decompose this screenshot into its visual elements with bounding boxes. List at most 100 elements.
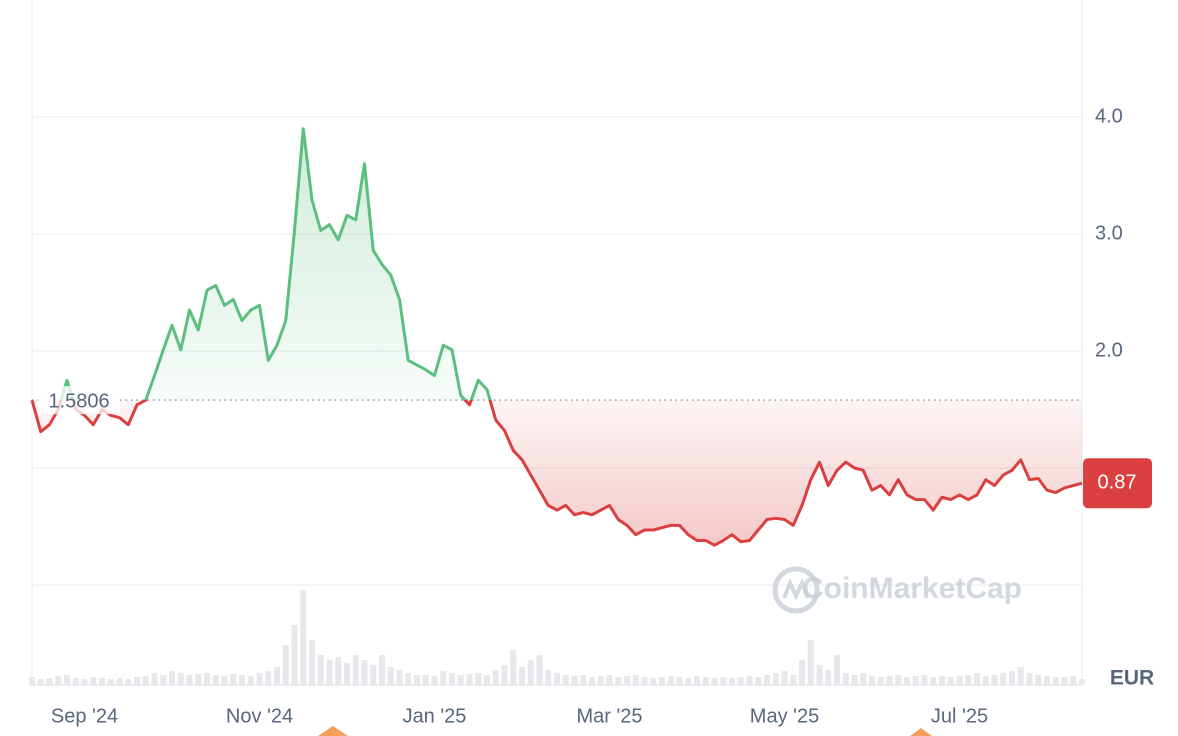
x-tick-label: Jul '25 [931,705,988,727]
volume-bar [790,675,797,685]
volume-bar [676,677,683,685]
volume-bar [921,675,928,685]
volume-bar [597,676,604,685]
volume-bar [772,673,779,685]
volume-bar [519,667,525,685]
volume-bar [965,675,972,685]
volume-bar [291,625,298,685]
volume-bar [781,671,788,685]
volume-bar [431,676,438,685]
volume-bar [982,676,989,685]
volume-bar [230,674,237,685]
x-tick-label: Sep '24 [51,705,118,727]
volume-bar [527,660,534,685]
volume-bar [64,675,70,685]
volume-bar [1009,671,1015,685]
volume-bar [186,675,193,685]
volume-bar [589,677,595,685]
event-marker[interactable] [910,728,932,736]
volume-bar [396,670,403,685]
volume-bar [274,667,280,685]
volume-bar [659,677,665,685]
volume-bar [326,660,333,685]
volume-bar [492,670,499,685]
volume-bar [545,670,552,685]
y-tick-label: 2.0 [1095,339,1123,361]
volume-bar [904,677,910,685]
volume-bar [877,677,884,685]
volume-bar [685,678,692,685]
volume-bar [729,678,735,685]
volume-bar [405,673,412,685]
volume-bar [212,675,219,685]
price-line [30,127,1083,547]
currency-label: EUR [1110,667,1154,690]
volume-bar [816,665,823,685]
volume-bar [930,677,937,685]
x-tick-label: Mar '25 [576,705,642,727]
volume-bar [142,676,149,685]
volume-bar [1070,676,1077,685]
current-price-badge [1083,458,1152,509]
volume-bar [282,645,289,685]
volume-bar [947,677,954,685]
volume-bar [344,663,350,685]
volume-bar [1052,677,1059,685]
volume-bar [764,675,770,685]
volume-bar [615,677,622,685]
y-tick-label: 3.0 [1095,222,1123,244]
volume-bar [1061,677,1068,685]
volume-bar [195,674,202,685]
volume-bar [352,655,359,685]
volume-bar [160,675,167,685]
volume-bar [737,677,744,685]
volume-bar [107,679,114,685]
volume-bar [116,678,123,685]
volume-bar [300,590,307,685]
volume-bar [177,673,184,685]
volume-bar [1079,679,1085,685]
baseline-label-bg [38,386,120,415]
volume-bar [974,673,980,685]
volume-bar [536,655,543,685]
volume-bar [361,660,368,685]
volume-bar [912,676,919,685]
volume-bar [1026,673,1033,685]
volume-bar [746,676,753,685]
volume-bar [632,675,639,685]
volume-bar [387,667,394,685]
volume-bar [886,676,893,685]
volume-bar [624,676,630,685]
watermark: CoinMarketCap [802,572,1022,605]
volume-bar [694,676,700,685]
volume-bar [571,676,578,685]
volume-bar [46,678,53,685]
volume-bar [440,671,447,685]
volume-bar [1000,673,1007,685]
volume-bar [204,673,210,685]
event-marker[interactable] [318,726,348,736]
volume-bar [414,675,420,685]
volume-bar [422,675,429,685]
volume-bar [247,676,254,685]
volume-bar [606,675,613,685]
volume-bar [449,673,455,685]
volume-bar [457,675,464,685]
volume-bar [869,676,875,685]
volume-bar [379,655,385,685]
price-area [32,128,1082,546]
x-tick-label: Jan '25 [403,705,467,727]
current-price-label: 0.87 [1098,471,1137,493]
volume-bar [554,673,560,685]
volume-bar [842,673,849,685]
volume-bar [72,678,79,685]
volume-bar [825,670,832,685]
volume-bar [484,675,490,685]
watermark-logo [772,566,820,614]
volume-bar [1044,676,1050,685]
volume-bar [99,678,105,685]
volume-bar [239,675,245,685]
volume-bar [221,676,228,685]
volume-bar [55,676,62,685]
